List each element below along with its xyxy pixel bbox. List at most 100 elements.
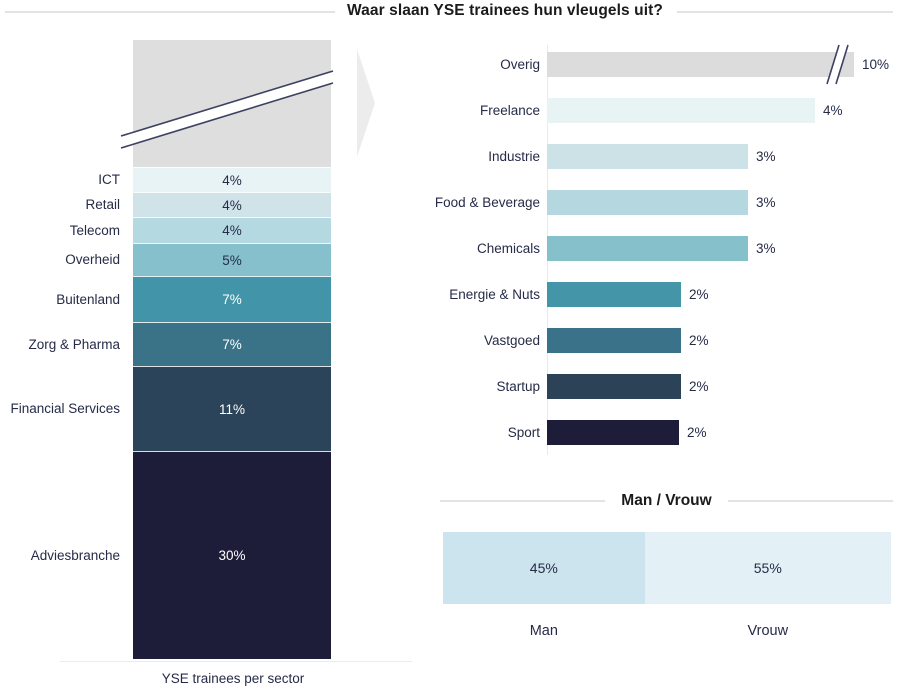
bar-food-beverage [547, 190, 748, 215]
bar-value: 2% [689, 333, 709, 348]
bar-label: Startup [496, 379, 540, 394]
overig-breakdown-chart: Overig 10% Freelance 4% Industrie [420, 44, 900, 445]
sector-stacked-chart: ICT 4% Retail 4% Telecom 4% Overheid 5% … [0, 40, 334, 659]
stack-segment-row: Zorg & Pharma 7% [0, 322, 331, 366]
bar-value: 10% [862, 57, 890, 72]
segment-value: 4% [222, 197, 242, 213]
segment-buitenland: 7% [133, 276, 331, 322]
bar-row: Startup 2% [420, 374, 900, 399]
segment-label: Adviesbranche [30, 547, 120, 563]
bar-area: 3% [547, 236, 900, 261]
segment-value: 5% [222, 252, 242, 268]
segment-value: 55% [753, 560, 782, 576]
segment-label: Telecom [69, 222, 120, 238]
title-divider-left [5, 11, 335, 13]
bar-area: 2% [547, 374, 900, 399]
segment-retail: 4% [133, 192, 331, 217]
stack-segment-row [0, 40, 334, 167]
stack-segment-row: Telecom 4% [0, 217, 331, 243]
bar-label: Sport [507, 425, 540, 440]
stack-segment-row: Overheid 5% [0, 243, 331, 276]
bar-chemicals [547, 236, 748, 261]
bar-area: 2% [547, 420, 900, 445]
label-man: Man [529, 623, 558, 639]
bar-value: 3% [756, 241, 776, 256]
label-vrouw: Vrouw [747, 623, 789, 639]
segment-man: 45% [443, 532, 645, 604]
mv-divider-right [727, 500, 893, 502]
bar-sport [547, 420, 679, 445]
segment-remainder [120, 40, 334, 167]
bar-value: 4% [823, 103, 843, 118]
bar-area: 2% [547, 328, 900, 353]
axis-break-mark [120, 70, 334, 149]
segment-label: Zorg & Pharma [28, 336, 120, 352]
segment-label: Buitenland [56, 291, 120, 307]
bar-label: Vastgoed [483, 333, 540, 348]
bar-area: 10% [547, 44, 900, 85]
bar-overig [547, 52, 854, 77]
bar-value: 2% [689, 287, 709, 302]
bar-label: Industrie [488, 149, 540, 164]
bar-area: 3% [547, 144, 900, 169]
segment-value: 7% [222, 292, 242, 307]
bar-row: Sport 2% [420, 420, 900, 445]
segment-overheid: 5% [133, 243, 331, 276]
bar-value: 3% [756, 149, 776, 164]
segment-label: Retail [85, 197, 120, 212]
bar-vastgoed [547, 328, 681, 353]
bar-area: 3% [547, 190, 900, 215]
man-vrouw-section: Man / Vrouw 45% 55% Man Vrouw [440, 492, 893, 639]
stack-segment-row: Buitenland 7% [0, 276, 331, 322]
bar-row: Chemicals 3% [420, 236, 900, 261]
segment-label: Financial Services [10, 401, 120, 416]
page-title: Waar slaan YSE trainees hun vleugels uit… [347, 2, 663, 19]
bar-value: 3% [756, 195, 776, 210]
bar-label: Overig [500, 57, 540, 72]
bar-industrie [547, 144, 748, 169]
segment-financial-services: 11% [133, 366, 331, 451]
segment-value: 30% [218, 548, 246, 563]
segment-value: 4% [222, 223, 242, 238]
bar-row: Freelance 4% [420, 98, 900, 123]
segment-label [0, 40, 133, 167]
bar-freelance [547, 98, 815, 123]
segment-adviesbranche: 30% [133, 451, 331, 659]
bar-energie-nuts [547, 282, 681, 307]
segment-ict: 4% [133, 167, 331, 192]
segment-value: 7% [222, 337, 242, 352]
stack-segment-row: Adviesbranche 30% [0, 451, 331, 659]
bar-row: Overig 10% [420, 44, 900, 85]
title-divider-right [677, 11, 893, 13]
bar-label: Freelance [479, 103, 540, 118]
left-chart-baseline [60, 661, 412, 662]
stack-segment-row: ICT 4% [0, 167, 331, 192]
mv-title: Man / Vrouw [621, 492, 712, 509]
bar-label: Chemicals [476, 241, 540, 256]
bar-row: Industrie 3% [420, 144, 900, 169]
bar-value: 2% [687, 425, 707, 440]
bar-row: Energie & Nuts 2% [420, 282, 900, 307]
left-chart-caption: YSE trainees per sector [161, 671, 305, 686]
segment-value: 45% [529, 560, 558, 576]
flow-arrow-icon [357, 49, 375, 157]
segment-label: Overheid [65, 252, 120, 267]
man-vrouw-labels: Man Vrouw [443, 623, 891, 639]
bar-value: 2% [689, 379, 709, 394]
bar-startup [547, 374, 681, 399]
segment-zorg-pharma: 7% [133, 322, 331, 366]
segment-value: 4% [222, 172, 242, 188]
segment-telecom: 4% [133, 217, 331, 243]
bar-label: Energie & Nuts [449, 287, 540, 302]
segment-value: 11% [218, 401, 246, 417]
segment-vrouw: 55% [644, 532, 891, 604]
bar-area: 4% [547, 98, 900, 123]
man-vrouw-header: Man / Vrouw [440, 492, 893, 510]
bar-label: Food & Beverage [434, 195, 540, 210]
bar-row: Vastgoed 2% [420, 328, 900, 353]
bar-area: 2% [547, 282, 900, 307]
bar-row: Food & Beverage 3% [420, 190, 900, 215]
mv-divider-left [440, 500, 606, 502]
segment-label: ICT [98, 172, 120, 187]
